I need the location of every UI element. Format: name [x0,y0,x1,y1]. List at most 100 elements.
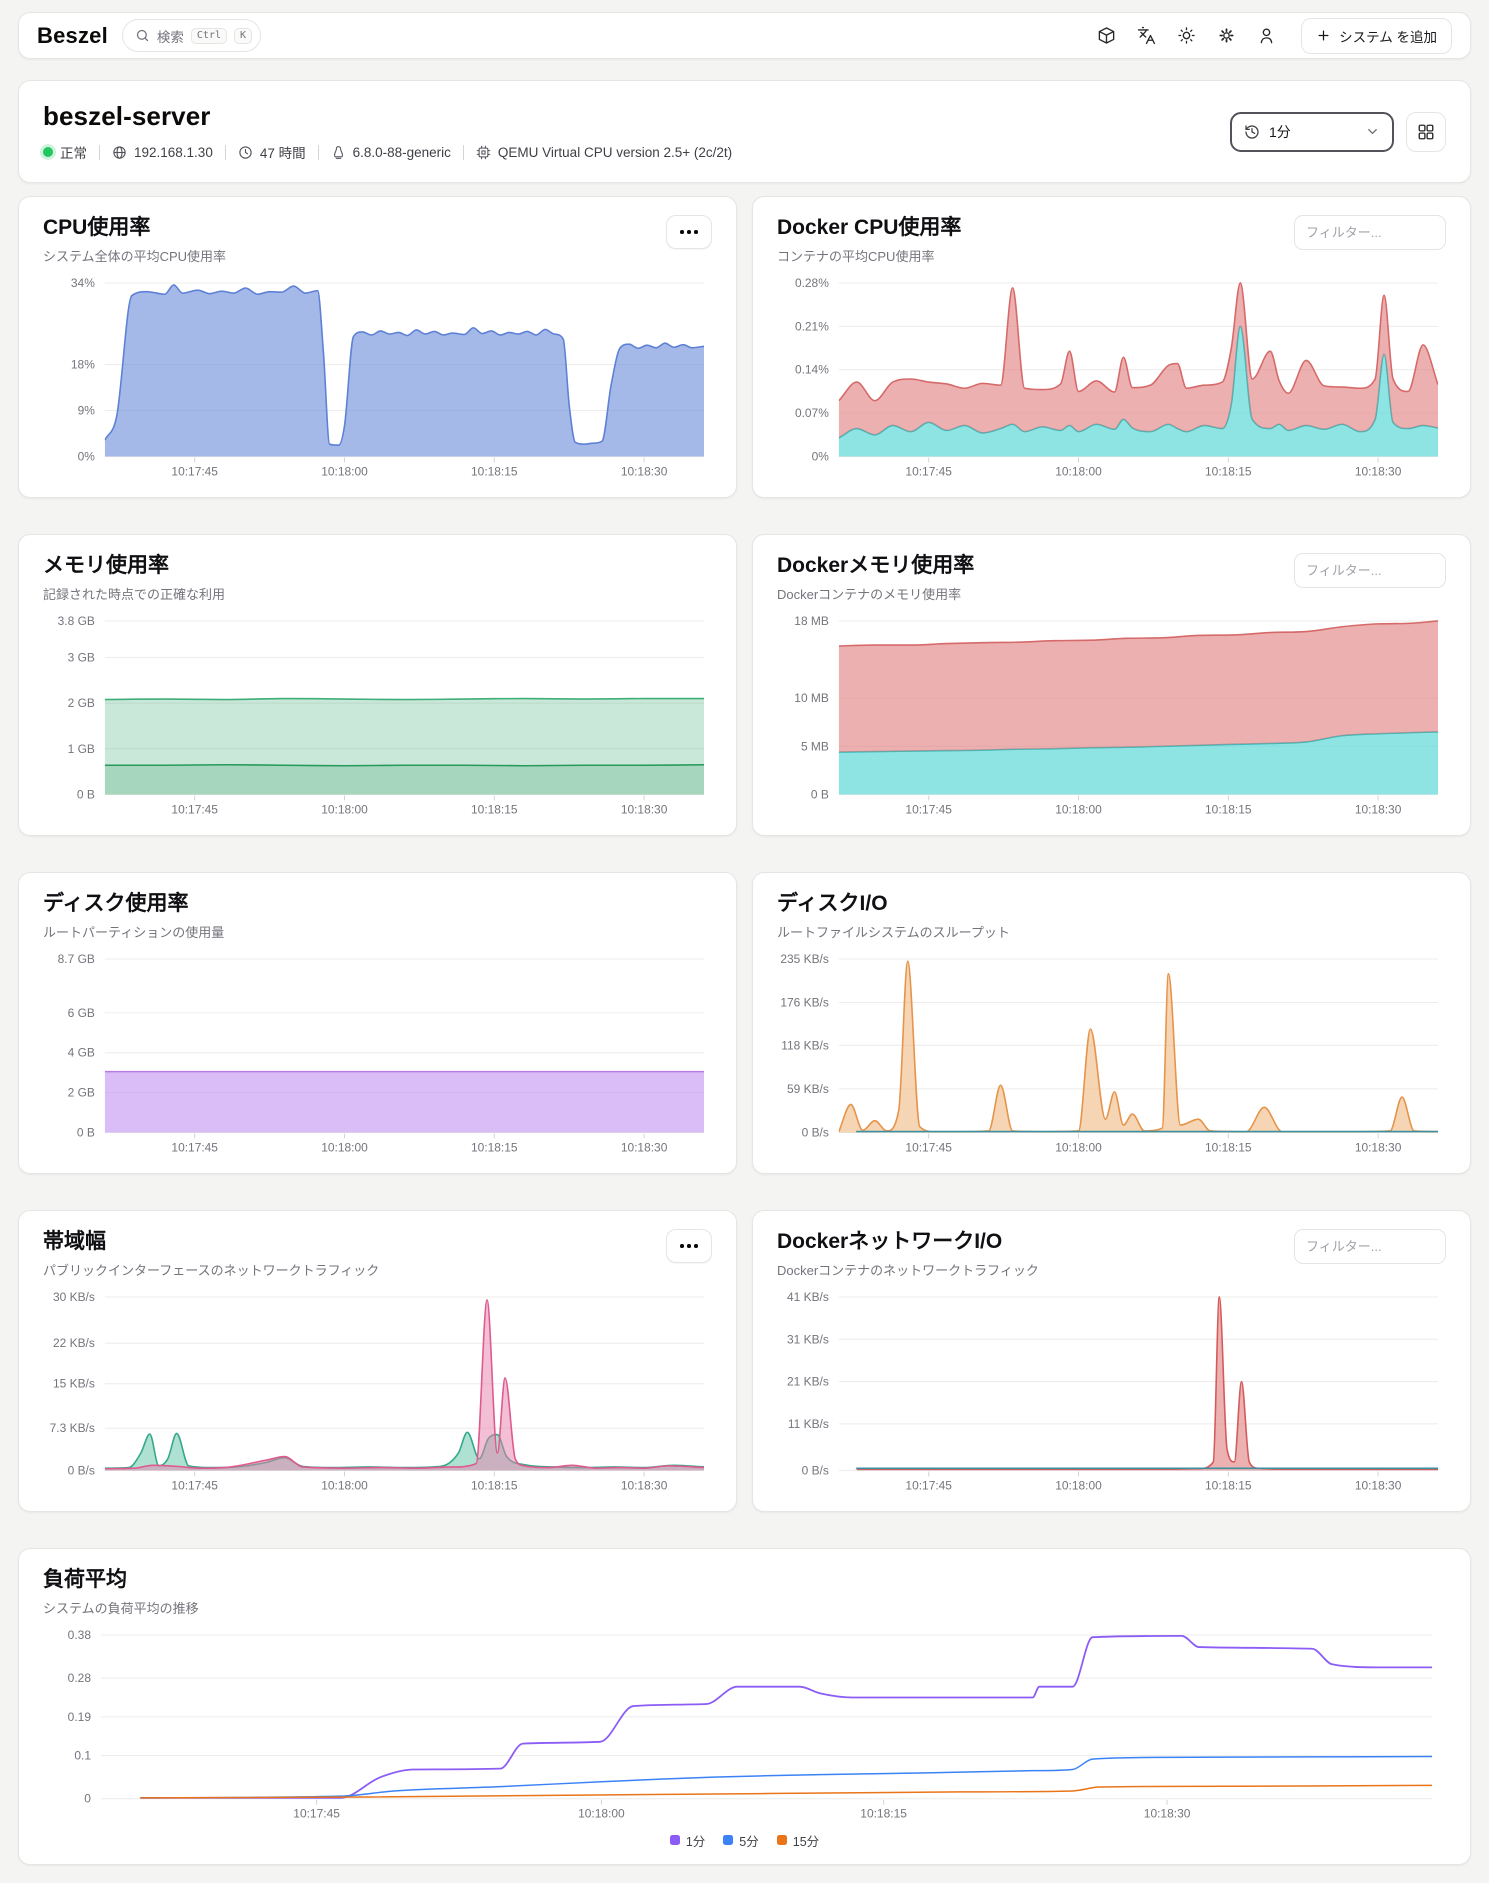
svg-text:10 MB: 10 MB [794,691,829,705]
chart-area[interactable]: 41 KB/s 31 KB/s 21 KB/s 11 KB/s 0 B/s 10:17:4… [777,1289,1446,1496]
chart-area[interactable]: 34% 18% 9% 0% 10:17:45 10:18:00 10:18:15 10:18:… [43,275,712,482]
svg-text:0 B/s: 0 B/s [68,1464,95,1478]
svg-text:0.21%: 0.21% [795,320,829,334]
chart-subtitle: Dockerコンテナのネットワークトラフィック [777,1263,1039,1279]
chart-title: CPU使用率 [43,216,151,239]
svg-text:10:17:45: 10:17:45 [171,803,218,817]
svg-text:10:18:00: 10:18:00 [578,1807,625,1821]
chart-area[interactable]: 0.38 0.28 0.19 0.1 0 10:17:45 10:18:00 10:18:15… [43,1627,1446,1850]
svg-text:10:18:30: 10:18:30 [1144,1807,1191,1821]
svg-text:0.14%: 0.14% [795,363,829,377]
legend-item[interactable]: 5分 [723,1831,759,1850]
svg-text:10:18:00: 10:18:00 [321,803,368,817]
svg-text:0 B/s: 0 B/s [802,1126,829,1140]
package-icon[interactable] [1091,21,1121,51]
chart-area[interactable]: 30 KB/s 22 KB/s 15 KB/s 7.3 KB/s 0 B/s 10:17:… [43,1289,712,1496]
chart-title: DockerネットワークI/O [777,1230,1003,1253]
chart-area[interactable]: 0.28% 0.21% 0.14% 0.07% 0% 10:17:45 10:18:00 10… [777,275,1446,482]
search-placeholder: 検索 [156,29,184,45]
separator [462,144,464,160]
chart-legend: 1分 5分 15分 [43,1831,1446,1850]
svg-text:0.28: 0.28 [68,1671,92,1685]
chart-subtitle: Dockerコンテナのメモリ使用率 [777,587,962,603]
svg-text:7.3 KB/s: 7.3 KB/s [50,1421,95,1435]
chart-area[interactable]: 8.7 GB 6 GB 4 GB 2 GB 0 B 10:17:45 10:18:00 10:… [43,951,712,1158]
chart-card: DockerネットワークI/O Dockerコンテナのネットワークトラフィック … [752,1210,1471,1512]
chart-area[interactable]: 3.8 GB 3 GB 2 GB 1 GB 0 B 10:17:45 10:18:00 10:… [43,613,712,820]
chart-svg: 34% 18% 9% 0% 10:17:45 10:18:00 10:18:15 10:18:… [71,276,705,479]
history-icon [1244,124,1260,140]
layout-grid-button[interactable] [1406,111,1446,152]
chart-card: Docker CPU使用率 コンテナの平均CPU使用率 0.28%0.21%0.… [752,196,1471,498]
languages-icon[interactable] [1131,21,1161,51]
chart-menu-button[interactable] [666,215,712,249]
chart-title: 帯域幅 [43,1230,106,1253]
svg-text:10:18:30: 10:18:30 [621,803,668,817]
svg-text:0.1: 0.1 [74,1749,91,1763]
svg-text:10:18:15: 10:18:15 [471,1479,518,1493]
svg-text:10:18:30: 10:18:30 [1355,803,1402,817]
chart-menu-button[interactable] [666,1229,712,1263]
chart-card-header: メモリ使用率 記録された時点での正確な利用 [43,553,712,603]
chart-card-action [666,215,712,249]
chart-title: ディスクI/O [777,892,888,915]
svg-text:10:18:00: 10:18:00 [1055,803,1102,817]
time-range-select[interactable]: 1分 [1230,111,1394,152]
app-logo[interactable]: Beszel [37,22,108,48]
svg-text:10:17:45: 10:17:45 [293,1807,340,1821]
svg-text:10:18:30: 10:18:30 [621,1141,668,1155]
separator [224,144,226,160]
svg-text:59 KB/s: 59 KB/s [787,1082,829,1096]
globe-icon [112,145,127,160]
svg-text:10:18:00: 10:18:00 [321,1141,368,1155]
svg-text:0%: 0% [78,450,96,464]
settings-icon[interactable] [1211,21,1241,51]
server-summary-card: beszel-server 正常 192.168.1.30 [18,80,1471,183]
container-filter-input[interactable] [1294,1229,1446,1264]
svg-text:5 MB: 5 MB [801,740,829,754]
legend-swatch-icon [776,1835,787,1846]
kbd-k: K [234,27,253,44]
legend-swatch-icon [669,1835,680,1846]
svg-text:10:17:45: 10:17:45 [171,1141,218,1155]
dot-icon [694,230,698,234]
status-label: 正常 [60,146,87,161]
chart-title: Docker CPU使用率 [777,216,962,239]
dot-icon [680,1244,684,1248]
server-status: 正常 [43,142,87,162]
chart-subtitle: システム全体の平均CPU使用率 [43,249,227,265]
svg-text:10:18:30: 10:18:30 [1355,1141,1402,1155]
svg-text:34%: 34% [71,276,95,290]
app-header: Beszel 検索 Ctrl K [18,12,1471,59]
svg-text:10:18:00: 10:18:00 [1055,465,1102,479]
chart-card-header: ディスク使用率 ルートパーティションの使用量 [43,891,712,941]
chart-area[interactable]: 18 MB 10 MB 5 MB 0 B 10:17:45 10:18:00 10:18:1… [777,613,1446,820]
time-range-value: 1分 [1269,123,1291,140]
chart-svg: 30 KB/s 22 KB/s 15 KB/s 7.3 KB/s 0 B/s 10:17:… [50,1290,705,1493]
user-icon[interactable] [1251,21,1281,51]
container-filter-input[interactable] [1294,553,1446,588]
charts-grid: CPU使用率 システム全体の平均CPU使用率 34% 18% 9% 0% 10:17:4… [18,196,1471,1883]
chart-card-header: 負荷平均 システムの負荷平均の推移 [43,1567,1446,1617]
chart-svg: 8.7 GB 6 GB 4 GB 2 GB 0 B 10:17:45 10:18:00 10:… [58,952,705,1155]
legend-item[interactable]: 15分 [776,1831,819,1850]
svg-text:10:18:00: 10:18:00 [1055,1141,1102,1155]
container-filter-input[interactable] [1294,215,1446,250]
search-icon [135,28,150,43]
chart-subtitle: 記録された時点での正確な利用 [43,587,226,603]
svg-text:0.07%: 0.07% [795,406,829,420]
svg-text:21 KB/s: 21 KB/s [787,1375,829,1389]
svg-text:2 GB: 2 GB [68,1086,95,1100]
chart-card: CPU使用率 システム全体の平均CPU使用率 34% 18% 9% 0% 10:17:4… [18,196,737,498]
kbd-ctrl: Ctrl [190,27,227,44]
search-box[interactable]: 検索 Ctrl K [121,19,262,52]
chart-title: 負荷平均 [43,1568,127,1591]
sun-icon[interactable] [1171,21,1201,51]
add-system-button[interactable]: システム を追加 [1301,17,1452,54]
server-meta: 正常 192.168.1.30 47 時間 [43,142,732,162]
legend-item[interactable]: 1分 [669,1831,705,1850]
svg-text:30 KB/s: 30 KB/s [53,1290,95,1304]
chart-area[interactable]: 235 KB/s 176 KB/s 118 KB/s 59 KB/s 0 B/s 10:1… [777,951,1446,1158]
svg-text:1 GB: 1 GB [68,742,95,756]
